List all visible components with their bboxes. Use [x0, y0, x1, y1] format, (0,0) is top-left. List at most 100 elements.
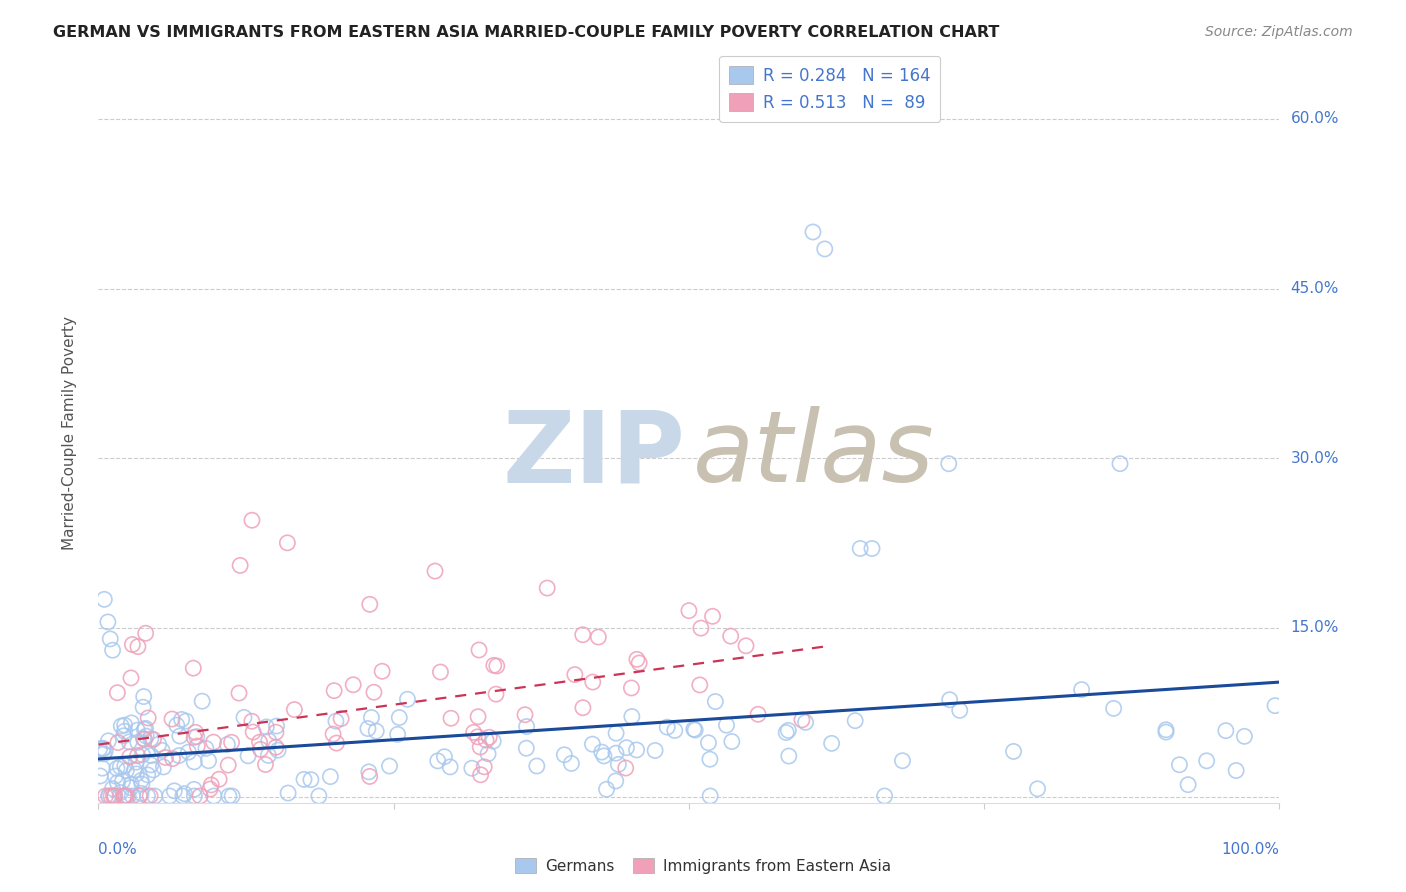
Point	[513, 707, 536, 722]
Point	[699, 752, 721, 766]
Point	[202, 735, 225, 749]
Point	[360, 710, 382, 724]
Point	[330, 712, 353, 726]
Point	[135, 626, 157, 640]
Point	[357, 722, 380, 736]
Point	[593, 748, 616, 763]
Point	[107, 775, 129, 789]
Text: Source: ZipAtlas.com: Source: ZipAtlas.com	[1205, 25, 1353, 39]
Point	[132, 731, 155, 746]
Point	[191, 694, 214, 708]
Text: atlas: atlas	[693, 407, 934, 503]
Point	[127, 748, 149, 763]
Text: 30.0%: 30.0%	[1291, 450, 1339, 466]
Point	[938, 457, 960, 471]
Point	[342, 678, 364, 692]
Point	[183, 789, 205, 803]
Point	[938, 692, 960, 706]
Point	[93, 592, 115, 607]
Point	[628, 656, 651, 670]
Point	[131, 747, 153, 762]
Point	[93, 747, 115, 761]
Point	[319, 770, 342, 784]
Point	[100, 789, 122, 803]
Point	[516, 720, 538, 734]
Legend: Germans, Immigrants from Eastern Asia: Germans, Immigrants from Eastern Asia	[509, 852, 897, 880]
Point	[616, 740, 638, 755]
Point	[607, 757, 630, 772]
Point	[277, 786, 299, 800]
Point	[359, 597, 381, 611]
Point	[120, 715, 142, 730]
Point	[183, 782, 205, 797]
Point	[101, 643, 124, 657]
Point	[229, 558, 252, 573]
Point	[194, 741, 217, 756]
Point	[747, 707, 769, 722]
Point	[94, 744, 117, 758]
Point	[131, 777, 153, 791]
Point	[142, 732, 165, 747]
Point	[423, 564, 446, 578]
Point	[257, 733, 280, 747]
Point	[433, 749, 456, 764]
Point	[620, 709, 643, 723]
Point	[267, 743, 290, 757]
Text: GERMAN VS IMMIGRANTS FROM EASTERN ASIA MARRIED-COUPLE FAMILY POVERTY CORRELATION: GERMAN VS IMMIGRANTS FROM EASTERN ASIA M…	[53, 25, 1000, 40]
Point	[105, 686, 128, 700]
Point	[571, 628, 593, 642]
Point	[778, 749, 800, 764]
Point	[790, 713, 813, 727]
Point	[1109, 457, 1132, 471]
Point	[170, 713, 193, 727]
Point	[183, 731, 205, 745]
Point	[678, 604, 700, 618]
Point	[233, 710, 256, 724]
Point	[217, 738, 239, 752]
Point	[134, 723, 156, 737]
Point	[142, 763, 165, 777]
Point	[439, 760, 461, 774]
Point	[124, 763, 146, 777]
Point	[139, 748, 162, 763]
Point	[478, 731, 501, 745]
Point	[155, 750, 177, 764]
Point	[475, 733, 498, 747]
Point	[104, 789, 127, 803]
Point	[426, 754, 449, 768]
Point	[1154, 723, 1177, 737]
Point	[242, 725, 264, 739]
Point	[468, 643, 491, 657]
Point	[166, 718, 188, 732]
Point	[470, 768, 492, 782]
Point	[470, 739, 492, 754]
Point	[148, 737, 170, 751]
Point	[221, 789, 243, 803]
Point	[467, 709, 489, 723]
Point	[160, 712, 183, 726]
Point	[292, 772, 315, 787]
Point	[249, 735, 271, 749]
Point	[699, 789, 721, 803]
Point	[440, 711, 463, 725]
Point	[388, 710, 411, 724]
Point	[949, 703, 972, 717]
Point	[198, 782, 221, 797]
Point	[526, 759, 548, 773]
Point	[891, 754, 914, 768]
Point	[702, 609, 724, 624]
Point	[139, 731, 162, 746]
Point	[564, 667, 586, 681]
Point	[560, 756, 582, 771]
Point	[572, 700, 595, 714]
Point	[264, 725, 287, 739]
Point	[111, 774, 134, 789]
Point	[283, 702, 305, 716]
Point	[186, 739, 208, 753]
Point	[697, 736, 720, 750]
Point	[276, 536, 298, 550]
Point	[359, 769, 381, 783]
Legend: R = 0.284   N = 164, R = 0.513   N =  89: R = 0.284 N = 164, R = 0.513 N = 89	[720, 56, 941, 121]
Point	[169, 729, 191, 743]
Point	[844, 714, 866, 728]
